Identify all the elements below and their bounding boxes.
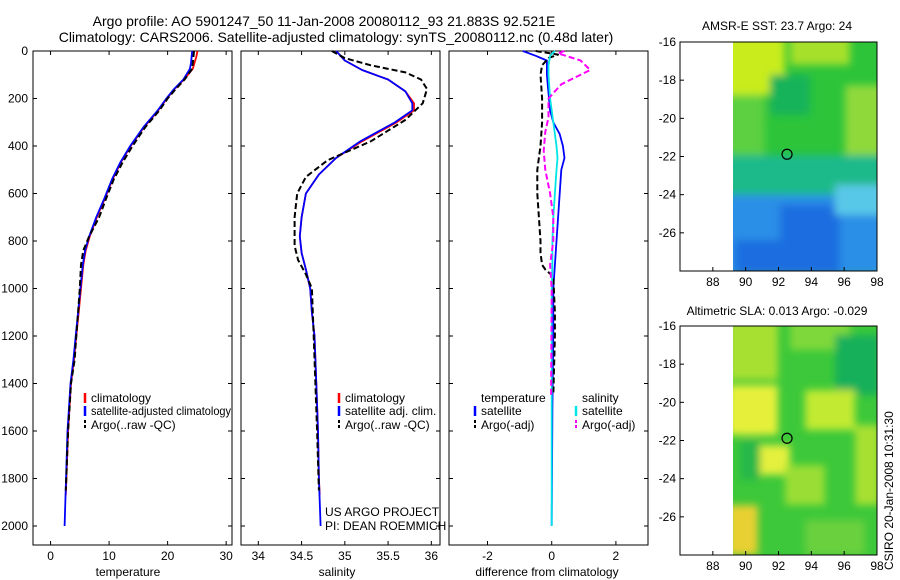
y-tick-label: 1800 <box>1 472 28 486</box>
x-tick-label: 20 <box>161 549 175 563</box>
y-tick-label: 400 <box>8 139 28 153</box>
x-tick-label: 34.5 <box>290 549 314 563</box>
sst-map-field <box>733 42 877 271</box>
difference-xlabel: difference from climatology <box>475 565 618 579</box>
x-tick-label: 35 <box>338 549 352 563</box>
legend-entry: satellite-adjusted climatology <box>91 404 231 418</box>
figure-title-line-2: Climatology: CARS2006. Satellite-adjuste… <box>58 29 614 45</box>
project-annotation: US ARGO PROJECT <box>325 505 440 519</box>
difference-axes-frame <box>448 50 649 546</box>
legend-heading-temperature: temperature <box>481 391 546 405</box>
salinity-legend: climatology satellite adj. clim. Argo(..… <box>337 391 436 432</box>
series-line-satellite-adj-clim <box>298 50 414 527</box>
x-tick-label: 88 <box>706 559 720 573</box>
y-tick-label: -24 <box>659 188 677 202</box>
side-caption: CSIRO 20-Jan-2008 10:31:30 <box>882 411 896 570</box>
x-tick-label: 88 <box>706 275 720 289</box>
series-line-salinity-argo-adj <box>542 50 592 396</box>
y-tick-label: 1200 <box>1 329 28 343</box>
x-tick-label: -2 <box>482 549 493 563</box>
series-line-argo-raw-qc <box>293 50 428 491</box>
difference-panel: -2 0 2 difference from climatology tempera… <box>448 50 649 579</box>
y-tick-label: -22 <box>659 434 677 448</box>
x-tick-label: 34 <box>252 549 266 563</box>
y-tick-label: -18 <box>659 357 677 371</box>
legend-entry: Argo(-adj) <box>481 418 534 432</box>
temperature-xlabel: temperature <box>96 565 161 579</box>
x-tick-label: 2 <box>613 549 620 563</box>
series-line-temperature-argo-adj <box>535 50 560 396</box>
x-tick-label: 0 <box>548 549 555 563</box>
legend-entry: satellite <box>582 404 623 418</box>
legend-heading-salinity: salinity <box>582 391 619 405</box>
y-tick-label: -24 <box>659 472 677 486</box>
y-tick-label: 800 <box>8 234 28 248</box>
x-tick-label: 90 <box>739 275 753 289</box>
x-tick-label: 94 <box>805 275 819 289</box>
y-tick-label: 0 <box>21 44 28 58</box>
y-tick-label: -18 <box>659 73 677 87</box>
series-line-temperature-satellite <box>522 50 566 527</box>
argo-position-marker <box>781 148 793 160</box>
legend-entry: satellite <box>481 404 522 418</box>
sst-map-title: AMSR-E SST: 23.7 Argo: 24 <box>702 19 852 33</box>
salinity-panel: 34 34.5 35 35.5 36 salinity climatology sate… <box>240 50 446 579</box>
y-tick-label: -20 <box>659 111 677 125</box>
y-tick-label: -16 <box>659 35 677 49</box>
legend-entry: satellite adj. clim. <box>345 404 436 418</box>
difference-legend: temperature satellite Argo(-adj) salinit… <box>473 391 635 432</box>
temperature-legend: climatology satellite-adjusted climatolo… <box>83 391 231 432</box>
y-tick-label: 600 <box>8 187 28 201</box>
temperature-axes-frame <box>32 50 233 546</box>
series-line-argo-raw-qc <box>64 50 195 491</box>
salinity-xlabel: salinity <box>319 565 356 579</box>
y-tick-label: 1000 <box>1 282 28 296</box>
y-tick-label: -26 <box>659 510 677 524</box>
legend-entry: climatology <box>91 391 151 405</box>
y-tick-label: 2000 <box>1 519 28 533</box>
x-tick-label: 90 <box>739 559 753 573</box>
pi-annotation: PI: DEAN ROEMMICH <box>325 519 446 533</box>
y-tick-label: -26 <box>659 226 677 240</box>
x-tick-label: 92 <box>772 275 786 289</box>
series-line-satellite-adjusted-climatology <box>63 50 194 527</box>
y-tick-label: 1600 <box>1 424 28 438</box>
legend-entry: Argo(-adj) <box>582 418 635 432</box>
sla-map-title: Altimetric SLA: 0.013 Argo: -0.029 <box>687 304 868 318</box>
x-tick-label: 98 <box>870 275 884 289</box>
temperature-panel: 0 200 400 600 800 1000 1200 1400 1600 1800 2000 0 1… <box>1 44 233 579</box>
x-tick-label: 96 <box>837 275 851 289</box>
x-tick-label: 96 <box>837 559 851 573</box>
x-tick-label: 92 <box>772 559 786 573</box>
x-tick-label: 10 <box>102 549 116 563</box>
x-tick-label: 36 <box>425 549 439 563</box>
y-tick-label: -22 <box>659 150 677 164</box>
sst-map-panel: AMSR-E SST: 23.7 Argo: 24 88 90 92 94 96 98 -1… <box>659 19 884 289</box>
x-tick-label: 0 <box>47 549 54 563</box>
salinity-axes-frame <box>240 50 441 546</box>
x-tick-label: 94 <box>805 559 819 573</box>
x-tick-label: 35.5 <box>376 549 400 563</box>
y-tick-label: 200 <box>8 92 28 106</box>
sla-map-field <box>733 326 877 555</box>
legend-entry: Argo(..raw -QC) <box>91 418 176 432</box>
y-tick-label: -16 <box>659 319 677 333</box>
x-tick-label: 98 <box>870 559 884 573</box>
y-tick-label: 1400 <box>1 377 28 391</box>
sla-map-panel: Altimetric SLA: 0.013 Argo: -0.029 88 90 9… <box>659 304 884 573</box>
x-tick-label: 30 <box>219 549 233 563</box>
argo-position-marker <box>781 432 793 444</box>
legend-entry: climatology <box>345 391 405 405</box>
y-tick-label: -20 <box>659 395 677 409</box>
legend-entry: Argo(..raw -QC) <box>345 418 430 432</box>
figure-title-line-1: Argo profile: AO 5901247_50 11-Jan-2008 … <box>92 13 556 29</box>
